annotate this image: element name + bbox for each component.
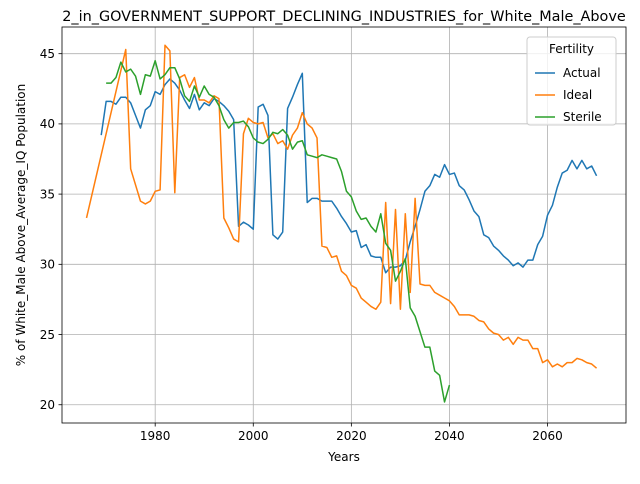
x-tick-label: 2060 bbox=[532, 429, 563, 443]
x-tick-label: 2020 bbox=[336, 429, 367, 443]
y-tick-label: 40 bbox=[40, 117, 55, 131]
legend-title: Fertility bbox=[549, 42, 594, 56]
y-tick-label: 45 bbox=[40, 47, 55, 61]
series-lines bbox=[85, 44, 598, 403]
legend-label-ideal: Ideal bbox=[563, 88, 592, 102]
plot-frame bbox=[61, 26, 627, 424]
y-tick-label: 25 bbox=[40, 328, 55, 342]
legend-label-sterile: Sterile bbox=[563, 110, 602, 124]
legend-items: Actual Ideal Sterile bbox=[535, 66, 602, 124]
x-tick-label: 1980 bbox=[140, 429, 171, 443]
chart-title: 2_in_GOVERNMENT_SUPPORT_DECLINING_INDUST… bbox=[62, 9, 626, 25]
y-tick-label: 20 bbox=[40, 398, 55, 412]
y-tick-label: 35 bbox=[40, 187, 55, 201]
x-axis-label: Years bbox=[327, 450, 360, 464]
legend-label-actual: Actual bbox=[563, 66, 601, 80]
axis-ticks: 1980 2000 2020 2040 2060 20 25 30 35 40 45 bbox=[40, 47, 563, 443]
y-axis-label: % of White_Male Above_Average_IQ Populat… bbox=[14, 84, 28, 367]
series-line-actual bbox=[100, 72, 598, 274]
legend-box bbox=[526, 36, 617, 126]
legend: Fertility Actual Ideal Sterile bbox=[526, 36, 617, 126]
x-tick-label: 2000 bbox=[238, 429, 269, 443]
x-tick-label: 2040 bbox=[434, 429, 465, 443]
series-line-ideal bbox=[85, 44, 598, 369]
y-tick-label: 30 bbox=[40, 258, 55, 272]
series-line-sterile bbox=[106, 59, 451, 403]
